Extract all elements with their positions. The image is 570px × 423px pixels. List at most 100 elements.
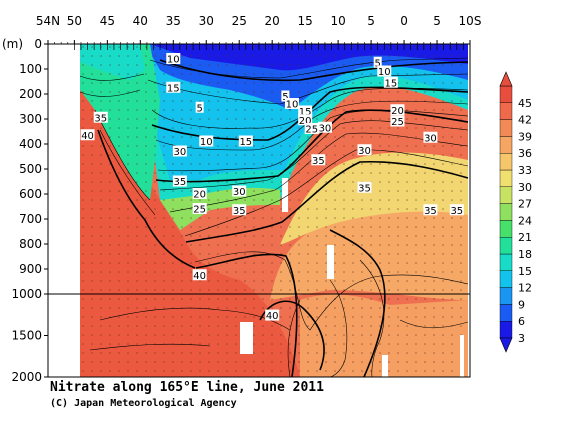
y-tick-label: 400 [19, 137, 42, 151]
colorbar-level-label: 12 [518, 282, 532, 295]
x-tick-label: 5 [367, 14, 375, 28]
contour-label: 20 [298, 114, 313, 127]
colorbar-level-label: 18 [518, 248, 532, 261]
contour-label: 35 [423, 204, 438, 217]
contour-label-text: 30 [319, 123, 332, 134]
y-tick-label: 300 [19, 112, 42, 126]
contour-label: 40 [80, 129, 95, 142]
contour-label-text: 15 [239, 137, 252, 148]
y-tick-label: 100 [19, 62, 42, 76]
colorbar-level-label: 27 [518, 198, 532, 211]
contour-label: 35 [93, 111, 108, 124]
contour-label-background [311, 154, 326, 166]
x-axis: 54N 50 45 40 35 30 25 20 15 10 5 0 5 10S [36, 14, 481, 44]
contour-label-background [238, 135, 253, 147]
contour-label-text: 10 [200, 137, 213, 148]
colorbar-swatch [499, 236, 513, 255]
contour-label-background [317, 121, 332, 133]
contour-label-background [192, 203, 207, 214]
missing-data-bar [240, 322, 253, 354]
contour-label-text: 35 [424, 206, 437, 217]
colorbar-swatch [499, 136, 513, 154]
contour-label-background [93, 111, 108, 123]
contour-label: 35 [449, 204, 464, 217]
contour-label-background [383, 76, 398, 88]
contour-label-text: 25 [305, 125, 318, 136]
contour-label: 15 [166, 81, 181, 94]
colorbar-swatch [499, 186, 513, 204]
contour-label-text: 40 [266, 311, 279, 322]
contour-label: 25 [390, 115, 405, 128]
contour-label-background [265, 309, 280, 321]
colorbar-level-label: 33 [518, 164, 532, 177]
contour-label: 35 [311, 154, 326, 167]
contour-label-text: 20 [193, 190, 206, 201]
x-tick-label: 40 [133, 14, 148, 28]
contour-label-background [195, 101, 204, 113]
contour-label-text: 5 [196, 103, 202, 114]
colorbar-swatch [499, 253, 513, 271]
colorbar-level-label: 6 [518, 315, 525, 328]
missing-data-bar [382, 355, 388, 377]
colorbar-swatch [499, 152, 513, 171]
contour-label-text: 15 [385, 78, 398, 89]
contour-label: 10 [284, 98, 299, 111]
chart-credit: (C) Japan Meteorological Agency [50, 398, 237, 409]
contour-label-background [232, 204, 247, 216]
contour-label: 30 [172, 145, 187, 158]
contour-label: 15 [298, 105, 313, 118]
contour-label-text: 30 [233, 187, 246, 198]
x-tick-label: 30 [199, 14, 214, 28]
contour-label: 20 [192, 188, 207, 201]
contour-label-text: 10 [167, 55, 180, 66]
colorbar-max-arrow [499, 71, 513, 87]
contour-label-background [390, 115, 405, 127]
x-tick-label: 20 [265, 14, 280, 28]
colorbar-level-label: 36 [518, 147, 532, 160]
x-tick-label: 54N [36, 14, 60, 28]
contour-label-text: 15 [299, 107, 312, 118]
contour-label: 40 [192, 269, 207, 282]
colorbar-level-label: 39 [518, 130, 532, 143]
contour-label-text: 20 [391, 106, 404, 117]
y-tick-label: 1500 [11, 329, 42, 343]
contour-label-background [232, 185, 247, 197]
y-axis-unit-label: (m) [2, 37, 23, 51]
colorbar-swatch [499, 287, 513, 305]
y-tick-label: 600 [19, 187, 42, 201]
y-tick-label: 0 [34, 37, 42, 51]
contour-label: 40 [265, 309, 280, 322]
x-tick-label: 25 [232, 14, 247, 28]
colorbar-level-label: 30 [518, 181, 532, 194]
contour-label: 30 [423, 131, 438, 144]
contour-label-background [390, 104, 405, 116]
contour-label: 35 [172, 175, 187, 188]
colorbar-swatch [499, 304, 513, 322]
contour-label-background [166, 53, 181, 64]
contour-label-background [166, 81, 181, 93]
colorbar-swatch [499, 119, 513, 137]
colorbar-level-label: 21 [518, 231, 532, 244]
colorbar-level-label: 45 [518, 97, 532, 110]
contour-label: 15 [383, 76, 398, 89]
contour-label-background [373, 56, 382, 68]
contour-label-text: 30 [358, 146, 371, 157]
contour-label-text: 25 [391, 117, 404, 128]
x-tick-label: 15 [298, 14, 313, 28]
colorbar-level-label: 24 [518, 214, 532, 227]
y-tick-label: 900 [19, 262, 42, 276]
contour-label-text: 35 [312, 156, 325, 167]
contour-label: 30 [317, 121, 332, 134]
contour-label-text: 20 [299, 116, 312, 127]
contour-label: 10 [199, 135, 214, 148]
contour-label-text: 15 [167, 83, 180, 94]
contour-label-text: 10 [286, 100, 299, 111]
y-tick-label: 500 [19, 162, 42, 176]
colorbar-min-arrow [499, 337, 513, 353]
missing-data-bar [460, 335, 464, 377]
contour-label-background [423, 204, 438, 216]
